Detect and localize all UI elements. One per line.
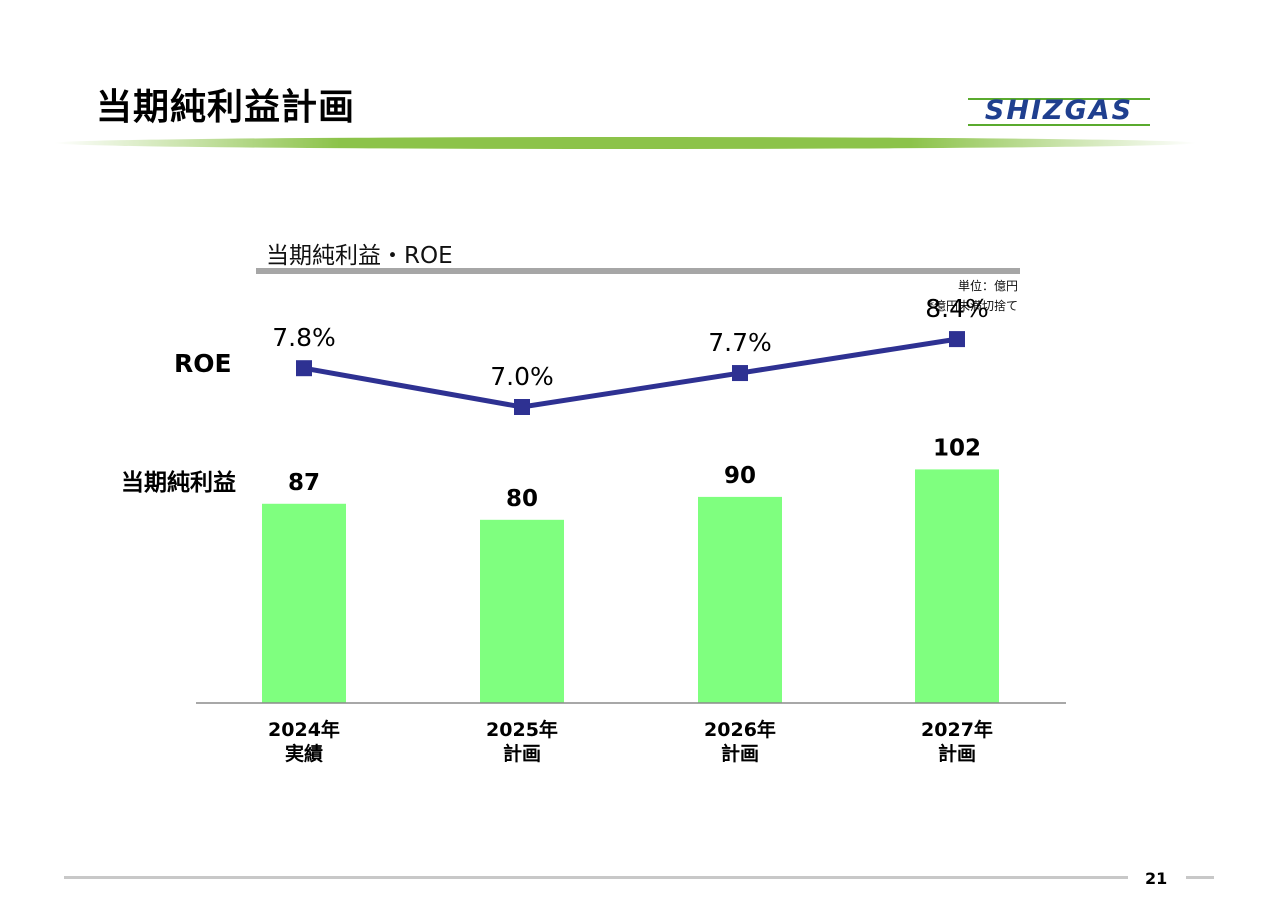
footer-rule-right <box>1186 876 1214 879</box>
category-year-label: 2024年 <box>268 718 340 741</box>
bar-net-income <box>698 496 782 703</box>
page-title: 当期純利益計画 <box>96 87 356 128</box>
company-logo: SHIZGAS <box>968 96 1150 128</box>
roe-value-label: 8.4% <box>925 294 989 323</box>
category-kind-label: 実績 <box>285 742 323 765</box>
roe-marker <box>949 331 965 348</box>
roe-marker <box>296 360 312 377</box>
roe-value-label: 7.7% <box>708 328 772 357</box>
category-year-label: 2027年 <box>921 718 993 741</box>
chart-subtitle: 当期純利益・ROE <box>266 243 453 269</box>
category-kind-label: 計画 <box>721 742 759 765</box>
unit-note: 単位：億円 *億円未満切捨て <box>928 276 1018 316</box>
roe-value-label: 7.8% <box>272 323 336 352</box>
bar-value-label: 90 <box>724 463 756 489</box>
bar-value-label: 102 <box>933 435 981 461</box>
rounding-note: *億円未満切捨て <box>927 299 1018 313</box>
roe-marker <box>514 399 530 415</box>
bar-net-income <box>480 519 564 703</box>
category-kind-label: 計画 <box>503 742 541 765</box>
bar-value-label: 80 <box>506 486 538 512</box>
page-number: 21 <box>1145 869 1168 888</box>
unit-label: 単位：億円 <box>957 279 1018 293</box>
title-underline-band <box>54 137 1196 149</box>
category-kind-label: 計画 <box>938 742 976 765</box>
logo-bottom-stripe <box>968 124 1150 126</box>
category-year-label: 2026年 <box>704 718 776 741</box>
footer-rule-left <box>64 876 1128 879</box>
bar-value-label: 87 <box>288 470 320 496</box>
logo-text: SHIZGAS <box>984 95 1134 126</box>
bar-net-income <box>262 503 346 703</box>
roe-marker <box>732 365 748 382</box>
roe-line <box>303 336 958 410</box>
subtitle-rule <box>256 268 1020 274</box>
logo-top-stripe <box>968 98 1150 100</box>
roe-value-label: 7.0% <box>490 362 554 391</box>
category-year-label: 2025年 <box>486 718 558 741</box>
roe-series-label: ROE <box>174 349 232 378</box>
bar-net-income <box>915 469 999 703</box>
net-income-series-label: 当期純利益 <box>121 469 236 496</box>
